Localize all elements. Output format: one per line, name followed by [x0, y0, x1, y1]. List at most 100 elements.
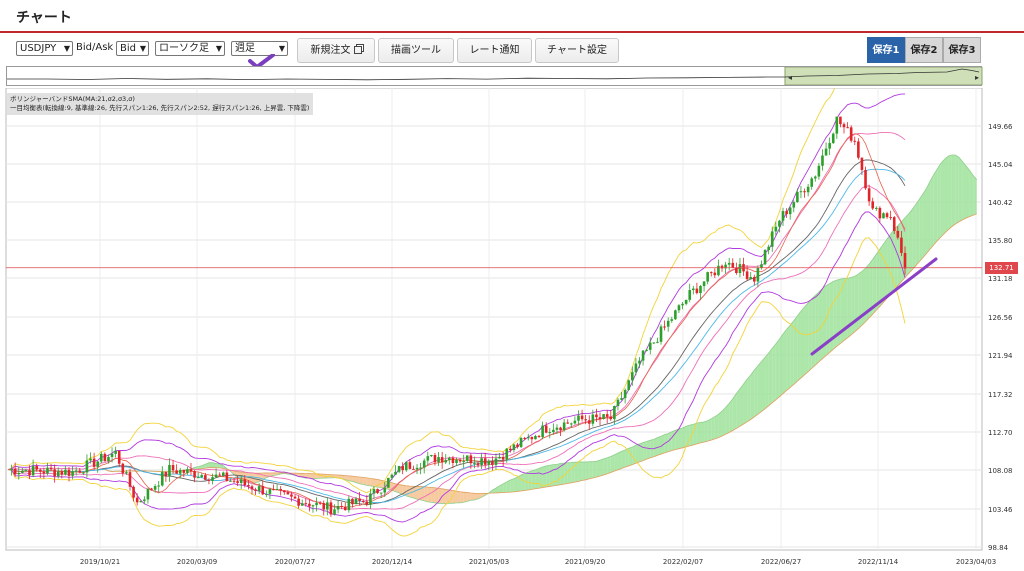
y-tick-label: 112.70: [988, 429, 1013, 437]
candle-up: [125, 472, 128, 474]
candle-down: [885, 213, 889, 218]
symbol-select[interactable]: USDJPY ▼: [16, 41, 73, 56]
ichimoku-cloud-segment: [603, 457, 608, 475]
candle-down: [117, 450, 121, 464]
ichimoku-cloud-segment: [610, 454, 615, 473]
chart-settings-button[interactable]: チャート設定: [535, 38, 619, 63]
ichimoku-cloud-segment: [772, 343, 776, 403]
candle-down: [272, 489, 275, 491]
candle-up: [397, 466, 401, 472]
ichimoku-cloud-segment: [768, 348, 773, 406]
ichimoku-cloud-segment: [818, 288, 823, 362]
candle-up: [706, 272, 709, 282]
ichimoku-cloud-segment: [513, 476, 518, 492]
candle-up: [670, 319, 674, 321]
ichimoku-cloud-segment: [312, 473, 317, 479]
price-chart[interactable]: 149.66 145.04 140.42 135.80 131.18 126.56 121.…: [0, 88, 1024, 571]
ichimoku-cloud-segment: [858, 271, 862, 329]
candle-up: [444, 460, 448, 463]
ichimoku-cloud-segment: [585, 461, 590, 480]
ichimoku-cloud-segment: [940, 159, 945, 237]
candle-up: [89, 458, 92, 461]
period-select[interactable]: 週足 ▼: [231, 41, 288, 56]
ichimoku-cloud-segment: [370, 478, 374, 487]
candle-up: [465, 455, 469, 461]
save-slot-2-button[interactable]: 保存2: [905, 37, 943, 63]
candle-down: [340, 505, 343, 507]
candle-up: [229, 480, 232, 482]
ichimoku-cloud-segment: [955, 155, 959, 225]
candle-up: [110, 453, 114, 457]
candle-up: [634, 363, 638, 373]
bidask-select[interactable]: Bid ▼: [116, 41, 149, 56]
candle-down: [218, 474, 221, 476]
candle-down: [900, 237, 903, 253]
candle-up: [778, 220, 781, 227]
candle-up: [64, 469, 67, 475]
draw-tool-button[interactable]: 描画ツール: [378, 38, 454, 63]
indicator-legend: ボリンジャーバンドSMA(MA:21,σ2,σ3,σ) 一目均衡表(転換線:9,…: [6, 93, 314, 115]
candle-up: [315, 502, 318, 506]
candle-down: [293, 496, 297, 499]
candle-down: [609, 416, 613, 420]
candle-down: [282, 490, 286, 493]
candle-down: [695, 288, 699, 294]
candle-up: [426, 456, 430, 461]
ichimoku-cloud-segment: [861, 268, 866, 326]
ichimoku-cloud-segment: [815, 292, 819, 366]
chart-navigator[interactable]: ◂ ▸: [6, 66, 983, 86]
candle-down: [236, 481, 239, 483]
ichimoku-cloud-segment: [212, 462, 217, 468]
candle-up: [570, 423, 573, 425]
ichimoku-cloud-segment: [908, 209, 913, 274]
navigator-left-handle-icon[interactable]: ◂: [788, 73, 792, 82]
x-tick-label: 2020/07/27: [275, 558, 315, 566]
ichimoku-cloud-segment: [668, 431, 672, 452]
candle-up: [788, 207, 792, 215]
ichimoku-cloud-segment: [678, 427, 683, 449]
candle-up: [724, 264, 727, 269]
candle-up: [455, 459, 458, 463]
candle-down: [189, 469, 193, 472]
save-slot-1-button[interactable]: 保存1: [867, 37, 905, 63]
candle-up: [613, 406, 616, 420]
candle-up: [562, 422, 566, 430]
title-bar: チャート: [0, 0, 1024, 33]
legend-line-2: 一目均衡表(転換線:9, 基準線:26, 先行スパン1:26, 先行スパン2:5…: [10, 104, 310, 112]
y-tick-label: 145.04: [988, 161, 1013, 169]
ichimoku-cloud-segment: [348, 475, 353, 482]
y-tick-label: 103.46: [988, 506, 1013, 514]
ichimoku-cloud-segment: [481, 493, 486, 498]
candle-up: [681, 303, 684, 306]
candle-up: [257, 486, 261, 491]
candle-up: [333, 509, 336, 515]
candle-up: [763, 250, 767, 265]
ichimoku-cloud-segment: [600, 458, 604, 477]
y-tick-label: 149.66: [988, 123, 1013, 131]
ichimoku-cloud-segment: [574, 462, 579, 483]
candle-up: [774, 226, 778, 232]
chart-area[interactable]: 149.66 145.04 140.42 135.80 131.18 126.56 121.…: [0, 88, 1024, 571]
y-tick-label: 126.56: [988, 314, 1013, 322]
candle-down: [13, 468, 17, 475]
ichimoku-cloud-segment: [761, 357, 766, 412]
navigator-right-handle-icon[interactable]: ▸: [975, 73, 979, 82]
ichimoku-cloud-segment: [643, 441, 647, 461]
ichimoku-cloud-segment: [747, 375, 751, 422]
x-tick-label: 2022/06/27: [761, 558, 801, 566]
ichimoku-cloud-segment: [661, 434, 665, 455]
candle-down: [225, 472, 229, 481]
candle-up: [200, 475, 204, 478]
x-tick-label: 2020/03/09: [177, 558, 217, 566]
ichimoku-cloud-segment: [417, 486, 421, 500]
chart-type-select[interactable]: ローソク足 ▼: [155, 41, 225, 56]
candle-down: [361, 500, 365, 502]
candle-up: [422, 460, 426, 468]
candle-down: [175, 470, 178, 474]
ichimoku-cloud-segment: [743, 379, 748, 425]
new-order-button[interactable]: 新規注文: [297, 38, 375, 63]
ichimoku-cloud-segment: [711, 416, 715, 441]
rate-alert-button[interactable]: レート通知: [457, 38, 532, 63]
save-slot-3-button[interactable]: 保存3: [943, 37, 981, 63]
ichimoku-cloud-segment: [617, 451, 622, 470]
